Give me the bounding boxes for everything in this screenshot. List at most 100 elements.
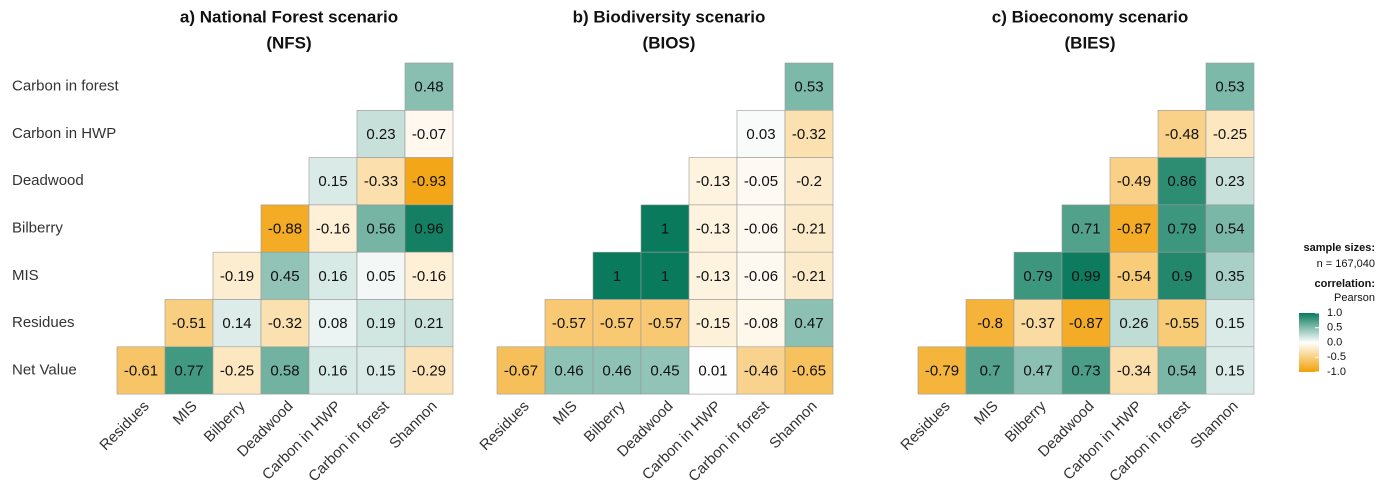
x-tick-label: Shannon: [1187, 398, 1241, 452]
x-tick-label: Carbon in forest: [305, 397, 393, 485]
y-tick-label: Bilberry: [12, 220, 63, 237]
heatmap-cell: [688, 346, 738, 395]
heatmap-cell: [308, 157, 358, 206]
colorbar-tick-label: 1.0: [1327, 307, 1342, 319]
heatmap-cell: [1013, 299, 1063, 348]
heatmap-cell: [1061, 251, 1111, 300]
heatmap-cell: [688, 299, 738, 348]
cell-label: -0.37: [1021, 315, 1055, 332]
chart-subtitle: (NFS): [266, 33, 311, 52]
cell-label: -0.88: [268, 221, 302, 238]
heatmap-cell: [784, 251, 834, 300]
cell-label: -0.06: [744, 268, 778, 285]
cell-label: -0.57: [648, 315, 682, 332]
heatmap-cell: [736, 346, 786, 395]
cell-label: -0.57: [552, 315, 586, 332]
chart-title: a) National Forest scenario: [180, 7, 398, 26]
heatmap-cell: [1109, 299, 1159, 348]
cell-label: -0.51: [172, 315, 206, 332]
cell-label: 0.73: [1071, 362, 1100, 379]
heatmap-cell: [784, 110, 834, 158]
cell-label: 0.96: [414, 221, 443, 238]
heatmap-cell: [308, 251, 358, 300]
y-tick-label: Deadwood: [12, 172, 84, 189]
cell-label: -0.61: [124, 362, 158, 379]
heatmap-cell: [404, 299, 454, 348]
heatmap-cell: [965, 346, 1015, 395]
heatmap-cell: [1157, 157, 1207, 206]
cell-label: -0.19: [220, 268, 254, 285]
legend-title: sample sizes:: [1303, 242, 1375, 254]
heatmap-cell: [784, 204, 834, 253]
heatmap-cell: [544, 346, 594, 395]
x-tick-label: MIS: [550, 398, 581, 429]
cell-label: 0.05: [366, 268, 395, 285]
chart-title: b) Biodiversity scenario: [573, 7, 766, 26]
cell-label: -0.21: [792, 268, 826, 285]
cell-label: 0.15: [1215, 315, 1244, 332]
heatmap-cell: [1013, 346, 1063, 395]
heatmap-cell: [308, 299, 358, 348]
heatmap-cell: [640, 204, 690, 253]
cell-label: 0.23: [366, 126, 395, 143]
heatmap-cell: [356, 251, 406, 300]
cell-label: -0.48: [1165, 126, 1199, 143]
heatmap-cell: [404, 251, 454, 300]
cell-label: 0.86: [1167, 173, 1196, 190]
cell-label: 0.23: [1215, 173, 1244, 190]
heatmap-cell: [1013, 251, 1063, 300]
heatmap-cell: [1061, 299, 1111, 348]
cell-label: -0.49: [1117, 173, 1151, 190]
cell-label: -0.93: [412, 173, 446, 190]
cell-label: 0.9: [1172, 268, 1193, 285]
cell-label: 0.08: [318, 315, 347, 332]
heatmap-cell: [356, 299, 406, 348]
heatmap-cell: [592, 346, 642, 395]
cell-label: -0.57: [600, 315, 634, 332]
cell-label: -0.25: [1213, 126, 1247, 143]
colorbar-tick-label: 0.5: [1327, 322, 1342, 334]
cell-label: 0.71: [1071, 221, 1100, 238]
heatmap-cell: [308, 204, 358, 253]
heatmap-cell: [164, 346, 214, 395]
heatmap-cell: [116, 346, 166, 395]
cell-label: 0.26: [1119, 315, 1148, 332]
heatmap-cell: [640, 346, 690, 395]
cell-label: 0.54: [1215, 221, 1244, 238]
legend-text: n = 167,040: [1317, 258, 1375, 270]
cell-label: -0.65: [792, 362, 826, 379]
x-tick-label: Carbon in forest: [685, 397, 773, 485]
heatmap-cell: [1205, 204, 1255, 253]
cell-label: 0.47: [1023, 362, 1052, 379]
heatmap-cell: [1205, 157, 1255, 206]
cell-label: -0.15: [696, 315, 730, 332]
heatmap-cell: [1157, 110, 1207, 158]
cell-label: 0.15: [366, 362, 395, 379]
heatmap-cell: [404, 110, 454, 158]
heatmap-cell: [688, 157, 738, 206]
heatmap-cell: [404, 62, 454, 111]
y-tick-label: Carbon in HWP: [12, 125, 116, 142]
colorbar-tick-label: 0.0: [1327, 336, 1342, 348]
x-tick-label: Bilberry: [1002, 397, 1050, 445]
heatmap-cell: [260, 299, 310, 348]
heatmap-cell: [1061, 204, 1111, 253]
heatmap-cell: [496, 346, 546, 395]
cell-label: -0.79: [925, 362, 959, 379]
heatmap-cell: [1205, 62, 1255, 111]
cell-label: -0.13: [696, 173, 730, 190]
heatmap-cell: [1157, 251, 1207, 300]
heatmap-cell: [688, 204, 738, 253]
heatmap-cell: [1109, 251, 1159, 300]
cell-label: -0.2: [796, 173, 822, 190]
x-tick-label: Residues: [897, 398, 953, 454]
cell-label: -0.13: [696, 268, 730, 285]
chart-subtitle: (BIOS): [643, 33, 696, 52]
cell-label: -0.29: [412, 362, 446, 379]
heatmap-cell: [356, 110, 406, 158]
heatmap-cell: [1205, 346, 1255, 395]
y-tick-label: Residues: [12, 314, 75, 331]
x-tick-label: Bilberry: [581, 397, 629, 445]
cell-label: 0.53: [794, 79, 823, 96]
